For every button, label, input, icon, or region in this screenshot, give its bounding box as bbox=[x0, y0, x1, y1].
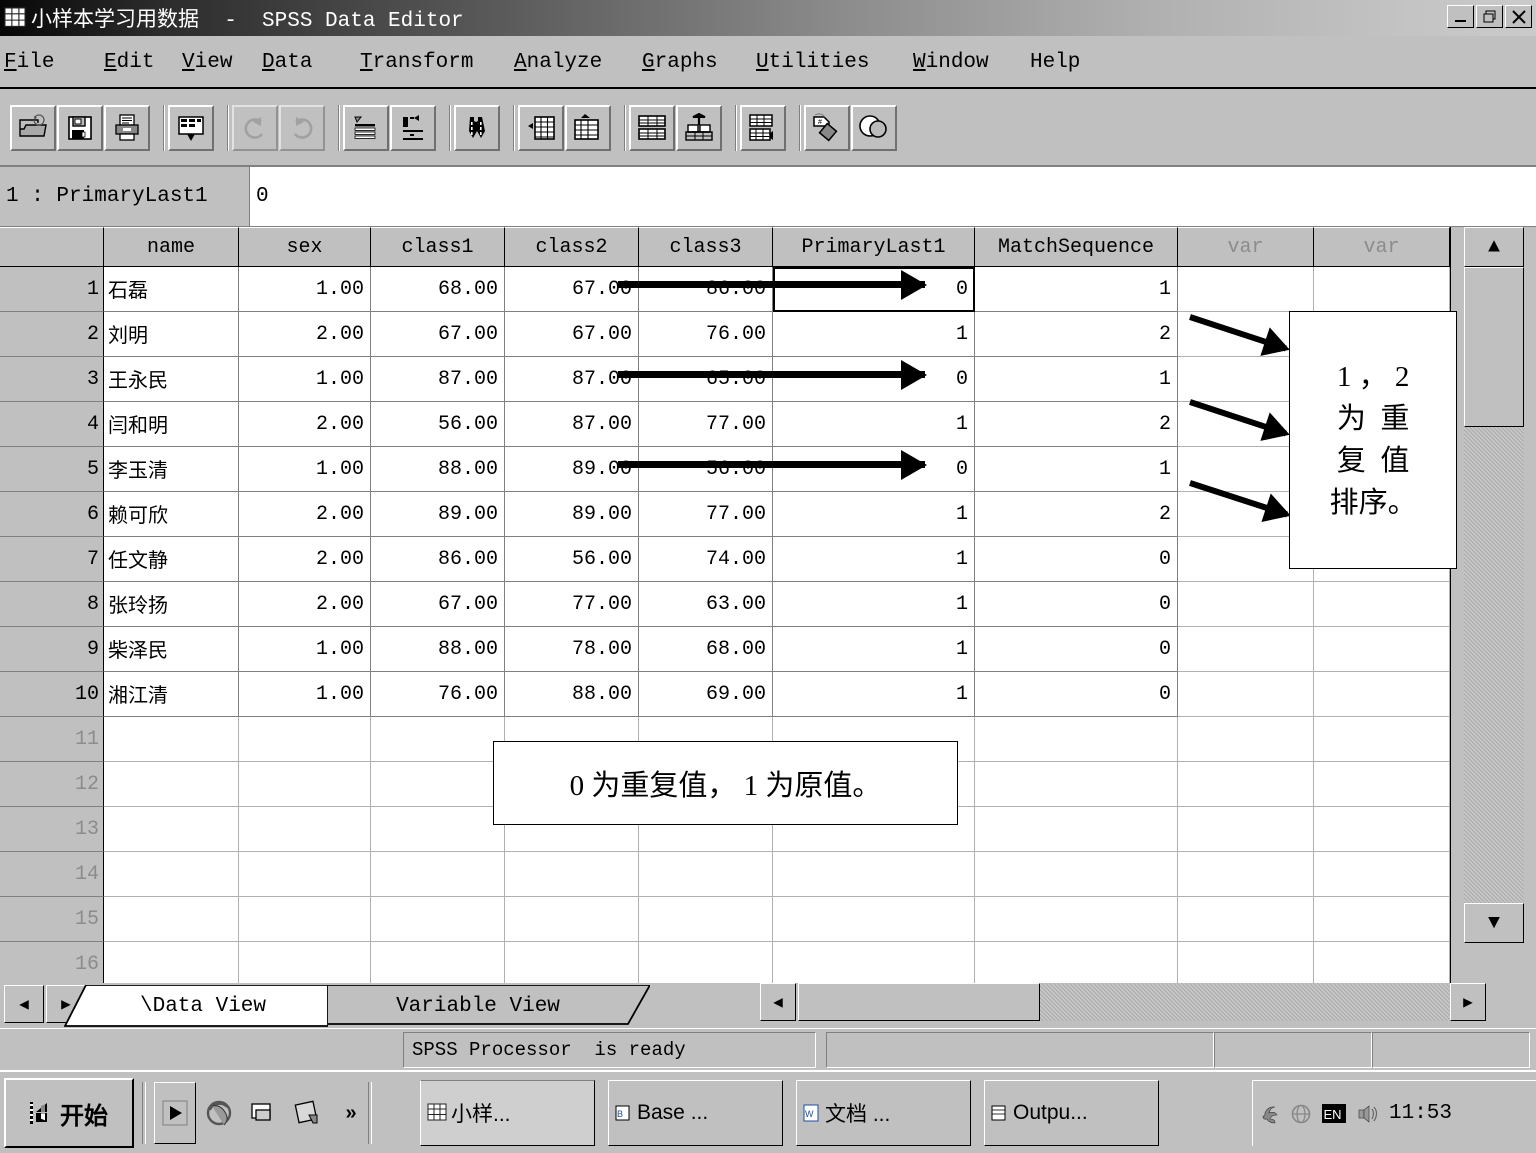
svg-text:#: # bbox=[818, 119, 822, 126]
svg-text:W: W bbox=[805, 1109, 814, 1119]
svg-text:EN: EN bbox=[1324, 1107, 1342, 1122]
svg-text:B: B bbox=[617, 1109, 623, 1119]
